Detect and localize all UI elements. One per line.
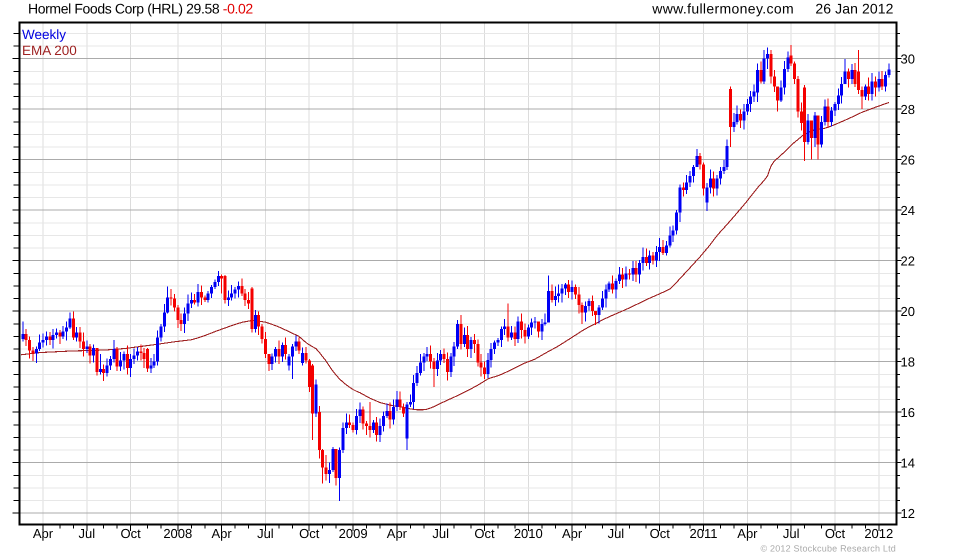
svg-text:2011: 2011 <box>690 526 718 541</box>
svg-text:Hormel Foods Corp (HRL) 29.58: Hormel Foods Corp (HRL) 29.58 -0.02 <box>28 1 253 17</box>
svg-text:Jul: Jul <box>257 526 274 541</box>
svg-text:Weekly: Weekly <box>22 27 66 42</box>
svg-text:Apr: Apr <box>33 526 54 541</box>
svg-text:28: 28 <box>901 102 915 117</box>
svg-text:22: 22 <box>901 253 915 268</box>
svg-text:Apr: Apr <box>737 526 758 541</box>
svg-text:Jul: Jul <box>608 526 625 541</box>
svg-text:14: 14 <box>901 455 915 470</box>
svg-text:Apr: Apr <box>211 526 232 541</box>
svg-text:Jul: Jul <box>432 526 449 541</box>
svg-text:30: 30 <box>901 51 915 66</box>
svg-text:18: 18 <box>901 354 915 369</box>
svg-text:Oct: Oct <box>299 526 320 541</box>
svg-text:Oct: Oct <box>825 526 846 541</box>
svg-text:2008: 2008 <box>163 526 192 541</box>
svg-text:EMA 200: EMA 200 <box>22 43 77 58</box>
svg-text:© 2012 Stockcube Research Ltd: © 2012 Stockcube Research Ltd <box>760 544 896 554</box>
svg-text:Apr: Apr <box>387 526 408 541</box>
svg-text:12: 12 <box>901 506 915 521</box>
svg-text:2010: 2010 <box>514 526 543 541</box>
svg-text:2012: 2012 <box>864 526 893 541</box>
svg-text:Jul: Jul <box>78 526 95 541</box>
svg-text:26 Jan 2012: 26 Jan 2012 <box>815 1 893 17</box>
svg-text:Oct: Oct <box>474 526 495 541</box>
svg-text:Oct: Oct <box>120 526 141 541</box>
svg-text:26: 26 <box>901 152 915 167</box>
svg-text:2009: 2009 <box>339 526 368 541</box>
svg-text:Apr: Apr <box>562 526 583 541</box>
svg-text:20: 20 <box>901 304 915 319</box>
svg-text:24: 24 <box>901 203 915 218</box>
svg-text:Oct: Oct <box>650 526 671 541</box>
svg-text:Jul: Jul <box>783 526 800 541</box>
svg-text:16: 16 <box>901 405 915 420</box>
svg-text:www.fullermoney.com: www.fullermoney.com <box>651 1 794 17</box>
